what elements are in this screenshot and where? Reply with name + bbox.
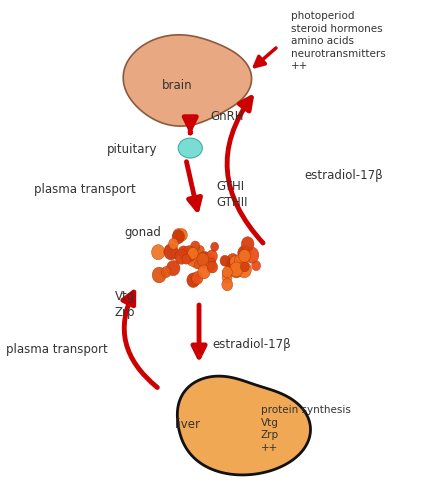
Circle shape [207, 262, 217, 273]
Text: protein synthesis
Vtg
Zrp
++: protein synthesis Vtg Zrp ++ [260, 406, 351, 452]
Polygon shape [123, 35, 251, 126]
Circle shape [175, 250, 188, 264]
Circle shape [227, 254, 239, 267]
Circle shape [239, 250, 250, 262]
Circle shape [230, 256, 240, 268]
Circle shape [234, 254, 245, 266]
Circle shape [205, 258, 216, 270]
Circle shape [241, 237, 254, 251]
Circle shape [230, 262, 243, 277]
Circle shape [200, 254, 210, 264]
Circle shape [196, 252, 208, 266]
Circle shape [182, 249, 194, 262]
Circle shape [222, 266, 232, 278]
Circle shape [192, 272, 203, 284]
Text: Vtg
Zrp: Vtg Zrp [115, 290, 135, 319]
Circle shape [198, 254, 209, 266]
Ellipse shape [178, 138, 202, 158]
Circle shape [230, 264, 243, 278]
Circle shape [220, 256, 230, 266]
Text: pituitary: pituitary [107, 143, 157, 156]
Text: GTHI
GTHII: GTHI GTHII [217, 180, 248, 208]
Circle shape [206, 256, 215, 266]
Circle shape [222, 278, 232, 291]
Circle shape [251, 260, 261, 270]
Circle shape [240, 262, 249, 272]
Text: gonad: gonad [125, 226, 162, 239]
Polygon shape [177, 376, 310, 475]
Text: estradiol-17β: estradiol-17β [212, 338, 291, 351]
Circle shape [187, 248, 198, 260]
Circle shape [182, 246, 196, 262]
Circle shape [191, 241, 200, 252]
Circle shape [244, 247, 259, 263]
Circle shape [226, 259, 236, 271]
Circle shape [182, 254, 191, 264]
Text: plasma transport: plasma transport [6, 343, 107, 356]
Circle shape [186, 254, 195, 264]
Text: liver: liver [175, 418, 201, 430]
Circle shape [191, 256, 202, 268]
Circle shape [167, 260, 180, 276]
Circle shape [211, 242, 219, 251]
Circle shape [206, 262, 215, 272]
Circle shape [176, 228, 187, 241]
Circle shape [161, 266, 171, 278]
Circle shape [202, 253, 214, 268]
Text: plasma transport: plasma transport [34, 182, 136, 196]
Circle shape [172, 230, 184, 244]
Text: brain: brain [162, 80, 192, 92]
Circle shape [237, 262, 251, 278]
Circle shape [206, 250, 217, 262]
Circle shape [196, 246, 204, 254]
Circle shape [152, 267, 166, 283]
Circle shape [164, 244, 178, 260]
Text: photoperiod
steroid hormones
amino acids
neurotransmitters
++: photoperiod steroid hormones amino acids… [291, 12, 386, 71]
Circle shape [173, 228, 184, 241]
Text: estradiol-17β: estradiol-17β [305, 169, 384, 182]
Circle shape [187, 273, 200, 287]
Circle shape [223, 268, 231, 277]
Circle shape [197, 252, 212, 268]
Circle shape [197, 253, 209, 266]
Circle shape [194, 260, 202, 269]
Circle shape [222, 272, 232, 283]
Circle shape [198, 265, 210, 279]
Circle shape [229, 260, 239, 270]
Circle shape [152, 244, 165, 260]
Text: GnRH: GnRH [210, 110, 244, 124]
Circle shape [178, 246, 189, 258]
Circle shape [168, 238, 178, 250]
Circle shape [238, 246, 251, 261]
Circle shape [187, 253, 198, 266]
